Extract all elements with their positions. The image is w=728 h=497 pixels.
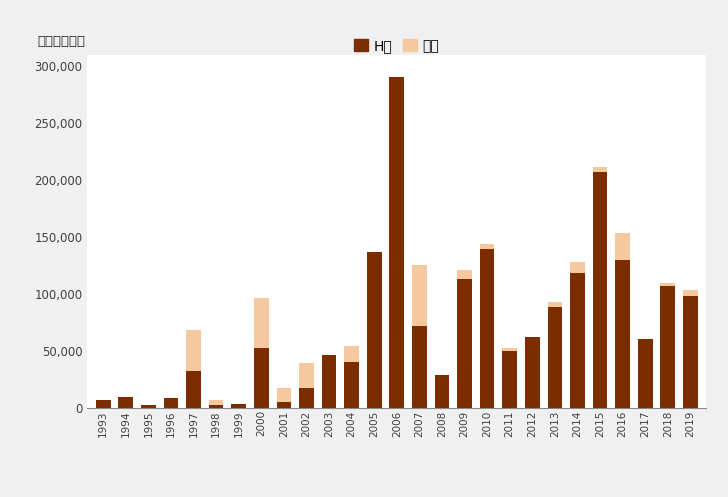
Bar bbox=[502, 350, 517, 408]
Bar bbox=[457, 279, 472, 408]
Text: （百万港币）: （百万港币） bbox=[38, 35, 86, 48]
Bar bbox=[344, 362, 359, 408]
Bar bbox=[277, 388, 291, 402]
Bar bbox=[141, 405, 156, 408]
Bar bbox=[660, 286, 675, 408]
Bar bbox=[367, 251, 381, 408]
Bar bbox=[412, 326, 427, 408]
Bar bbox=[593, 167, 607, 172]
Bar bbox=[299, 363, 314, 388]
Bar bbox=[277, 402, 291, 408]
Bar bbox=[254, 298, 269, 348]
Bar bbox=[547, 307, 562, 408]
Bar bbox=[412, 265, 427, 326]
Bar bbox=[638, 339, 652, 408]
Bar bbox=[186, 330, 201, 371]
Bar bbox=[615, 259, 630, 408]
Bar bbox=[209, 405, 223, 408]
Bar bbox=[683, 296, 697, 408]
Bar bbox=[502, 348, 517, 350]
Bar bbox=[322, 355, 336, 408]
Bar bbox=[615, 234, 630, 259]
Bar bbox=[186, 371, 201, 408]
Bar bbox=[683, 290, 697, 296]
Bar bbox=[435, 375, 449, 408]
Bar bbox=[96, 400, 111, 408]
Bar bbox=[119, 397, 133, 408]
Bar bbox=[299, 388, 314, 408]
Bar bbox=[570, 262, 585, 273]
Bar bbox=[389, 78, 404, 408]
Bar bbox=[547, 302, 562, 307]
Bar bbox=[254, 348, 269, 408]
Bar bbox=[660, 283, 675, 286]
Bar bbox=[480, 244, 494, 249]
Bar bbox=[480, 249, 494, 408]
Bar bbox=[209, 400, 223, 405]
Bar bbox=[457, 270, 472, 279]
Legend: H股, 红笹: H股, 红笹 bbox=[349, 33, 445, 59]
Bar bbox=[570, 273, 585, 408]
Bar bbox=[232, 404, 246, 408]
Bar bbox=[593, 172, 607, 408]
Bar bbox=[525, 337, 539, 408]
Bar bbox=[164, 399, 178, 408]
Bar bbox=[344, 346, 359, 362]
